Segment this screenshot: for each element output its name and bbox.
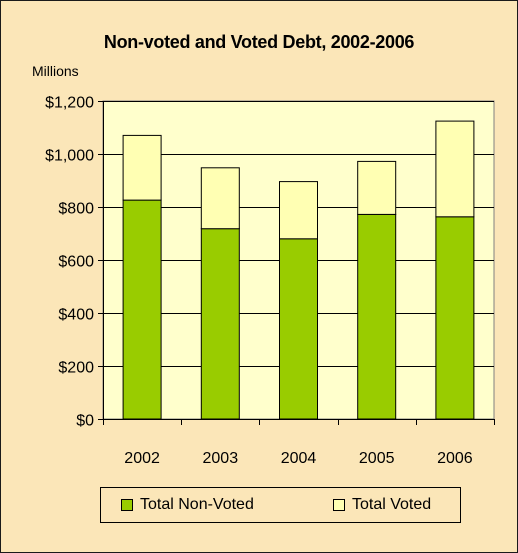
legend-swatch-voted <box>333 499 345 511</box>
x-tick-label: 2005 <box>359 450 395 467</box>
bar-voted-2003 <box>200 167 240 230</box>
y-tick-label: $800 <box>58 201 94 218</box>
y-axis-unit-label: Millions <box>32 63 79 79</box>
bar-voted-2002 <box>122 134 162 201</box>
bar-voted-2006 <box>435 120 475 218</box>
bar-non-voted-2003 <box>200 228 240 420</box>
bar-voted-2004 <box>279 181 318 240</box>
y-tick-label: $200 <box>58 360 94 377</box>
x-axis-ticks: 2002 2003 2004 2005 2006 <box>103 419 495 467</box>
y-axis-ticks: $0 $200 $400 $600 $800 $1,000 $1,200 <box>45 95 103 430</box>
legend: Total Non-Voted Total Voted <box>100 487 461 523</box>
y-tick-label: $600 <box>58 254 94 271</box>
axes <box>103 101 494 420</box>
y-tick-label: $1,000 <box>45 148 94 165</box>
y-tick-label: $0 <box>76 413 94 430</box>
chart-title: Non-voted and Voted Debt, 2002-2006 <box>103 32 415 52</box>
bar-voted-2005 <box>357 160 397 215</box>
bar-non-voted-2002 <box>122 199 162 420</box>
x-tick-label: 2002 <box>124 450 160 467</box>
legend-item-non-voted: Total Non-Voted <box>121 488 254 522</box>
legend-label-voted: Total Voted <box>352 496 432 513</box>
legend-label-non-voted: Total Non-Voted <box>140 496 254 513</box>
bar-non-voted-2006 <box>435 216 475 420</box>
y-tick-label: $400 <box>58 307 94 324</box>
legend-item-voted: Total Voted <box>333 488 431 522</box>
legend-swatch-non-voted <box>121 499 133 511</box>
bar-non-voted-2004 <box>279 238 318 420</box>
bar-non-voted-2005 <box>357 213 397 420</box>
y-tick-label: $1,200 <box>45 95 94 112</box>
x-tick-label: 2006 <box>437 450 473 467</box>
bars <box>122 120 475 420</box>
x-tick-label: 2004 <box>281 450 317 467</box>
x-tick-label: 2003 <box>203 450 239 467</box>
